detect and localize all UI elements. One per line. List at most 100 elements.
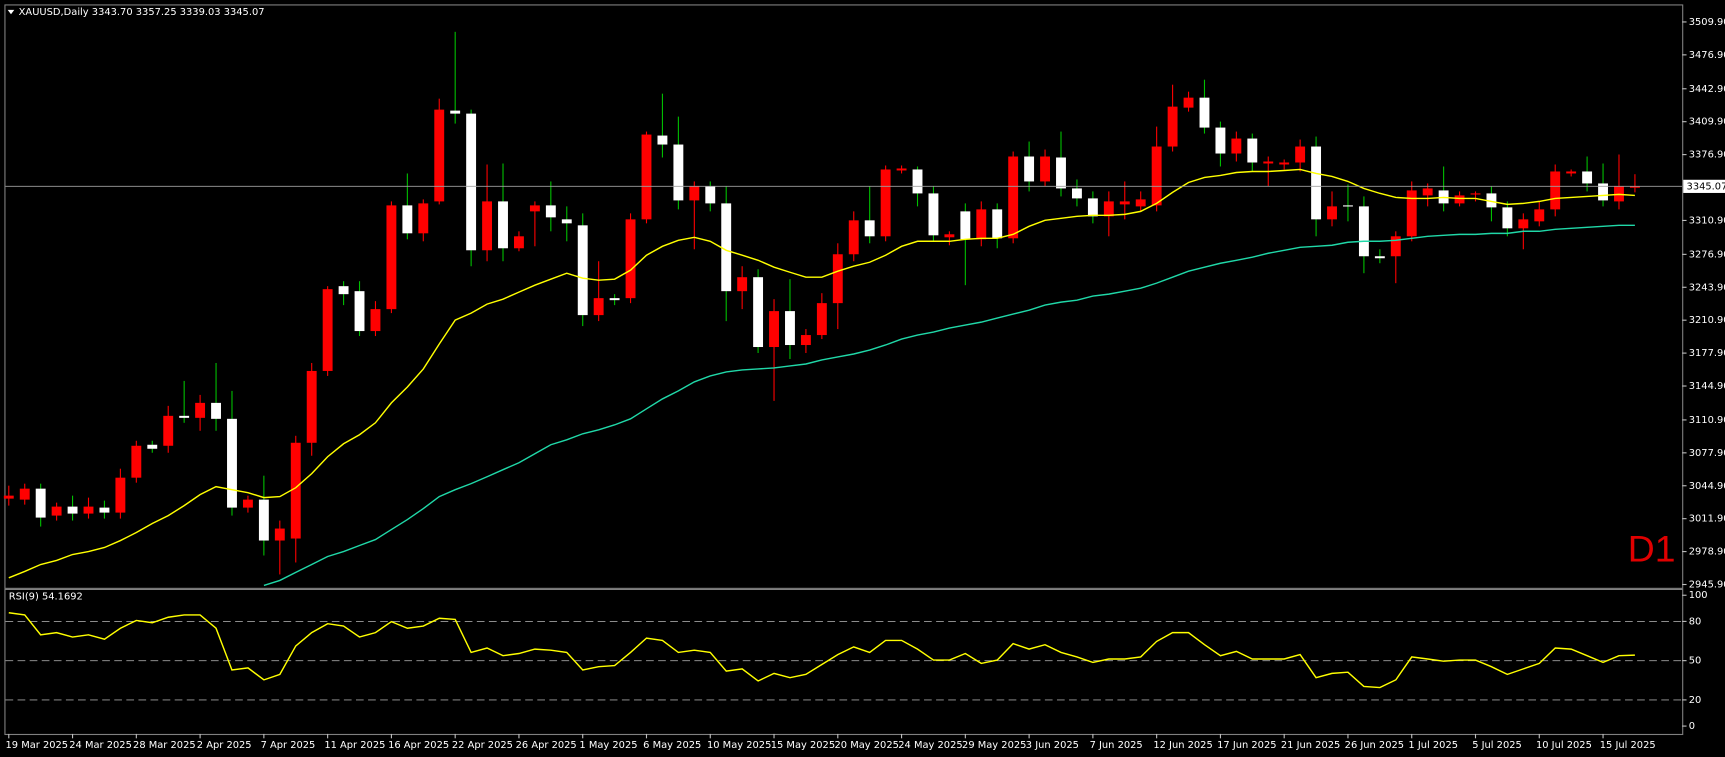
candle-body (1263, 161, 1274, 164)
candle-body (306, 370, 317, 443)
candle-body (1167, 106, 1178, 147)
y-tick-label: 0 (1689, 721, 1695, 732)
y-tick-label: 3376.90 (1689, 150, 1725, 161)
candle-body (1183, 97, 1194, 108)
x-tick-label: 5 Jul 2025 (1472, 740, 1522, 751)
x-tick-label: 22 Apr 2025 (452, 740, 513, 751)
candle-body (274, 528, 285, 541)
candle-body (131, 445, 142, 478)
candle-body (561, 219, 572, 224)
candle-body (482, 201, 493, 251)
y-tick-label: 3077.90 (1689, 448, 1725, 459)
candle-body (1550, 171, 1561, 210)
y-tick-label: 3044.90 (1689, 481, 1725, 492)
candle-body (1502, 207, 1513, 229)
candle-body (1295, 146, 1306, 163)
candle-body (976, 209, 987, 240)
y-tick-label: 20 (1689, 695, 1702, 706)
y-tick-label: 3442.90 (1689, 84, 1725, 95)
candle-body (1327, 206, 1337, 220)
x-tick-label: 26 Apr 2025 (516, 740, 577, 751)
candle-body (338, 286, 349, 295)
candle-body (211, 402, 221, 419)
candle-body (1024, 156, 1035, 182)
candle-body (577, 225, 588, 316)
candle-body (115, 477, 126, 513)
y-tick-label: 3243.90 (1689, 282, 1725, 293)
x-tick-label: 1 May 2025 (579, 740, 637, 751)
candle-body (498, 201, 508, 249)
candle-body (944, 234, 955, 238)
candle-body (1422, 188, 1433, 196)
candle-body (1071, 188, 1082, 199)
y-tick-label: 3177.90 (1689, 348, 1725, 359)
candle-body (1486, 193, 1497, 208)
candle-body (641, 134, 652, 220)
timeframe-label: D1 (1628, 527, 1676, 569)
symbol-title: XAUUSD,Daily 3343.70 3357.25 3339.03 334… (19, 7, 265, 18)
candle-body (816, 303, 827, 336)
candle-body (3, 495, 14, 499)
candle-body (242, 499, 253, 508)
price-label-box (1683, 179, 1725, 193)
moving-average (8, 168, 1635, 579)
x-tick-label: 10 May 2025 (707, 740, 771, 751)
candle-body (1087, 198, 1098, 217)
candle-body (625, 219, 636, 299)
candle-body (83, 506, 94, 514)
candle-body (1390, 236, 1401, 257)
rsi-title: RSI(9) 54.1692 (9, 592, 83, 603)
candle-body (99, 507, 110, 513)
candle-body (880, 169, 891, 237)
candle-body (721, 203, 732, 292)
y-tick-label: 3210.90 (1689, 315, 1725, 326)
candle-body (418, 203, 429, 234)
candle-body (402, 205, 413, 234)
y-tick-label: 3276.90 (1689, 249, 1725, 260)
y-tick-label: 100 (1689, 590, 1708, 601)
candle-body (1056, 157, 1066, 189)
candle-body (1358, 206, 1369, 257)
candle-body (1598, 183, 1608, 201)
candle-body (258, 499, 269, 541)
candle-body (1247, 138, 1258, 163)
candle-body (545, 205, 556, 218)
y-tick-label: 80 (1689, 616, 1702, 627)
y-tick-label: 50 (1689, 656, 1702, 667)
candle-body (466, 113, 477, 251)
menu-arrow[interactable] (7, 9, 15, 15)
candle-body (1279, 162, 1290, 165)
rsi-line (8, 612, 1635, 689)
candle-body (609, 298, 620, 301)
candle-body (179, 415, 190, 418)
price-label: 3345.07 (1687, 181, 1725, 192)
candle-body (864, 220, 875, 237)
y-tick-label: 3509.90 (1689, 17, 1725, 28)
x-tick-label: 6 May 2025 (643, 740, 701, 751)
candle-body (1518, 219, 1529, 229)
candle-body (1566, 171, 1577, 174)
x-tick-label: 21 Jun 2025 (1281, 740, 1340, 751)
candle-body (753, 277, 764, 348)
main-panel-frame (4, 4, 1684, 589)
x-tick-label: 17 Jun 2025 (1217, 740, 1276, 751)
candle-body (896, 168, 907, 171)
candle-body (593, 298, 604, 316)
y-tick-label: 2978.90 (1689, 547, 1725, 558)
candle-body (529, 205, 540, 212)
x-tick-label: 3 Jun 2025 (1026, 740, 1079, 751)
x-tick-label: 28 Mar 2025 (133, 740, 196, 751)
x-tick-label: 10 Jul 2025 (1536, 740, 1592, 751)
x-tick-label: 29 May 2025 (962, 740, 1026, 751)
x-tick-label: 15 May 2025 (771, 740, 835, 751)
candle-body (1119, 201, 1130, 205)
candle-body (912, 169, 923, 194)
y-tick-label: 3409.90 (1689, 117, 1725, 128)
candle-body (1406, 190, 1417, 237)
candle-body (785, 311, 795, 346)
candle-body (450, 110, 461, 114)
candle-body (960, 211, 971, 240)
candle-body (832, 254, 843, 304)
